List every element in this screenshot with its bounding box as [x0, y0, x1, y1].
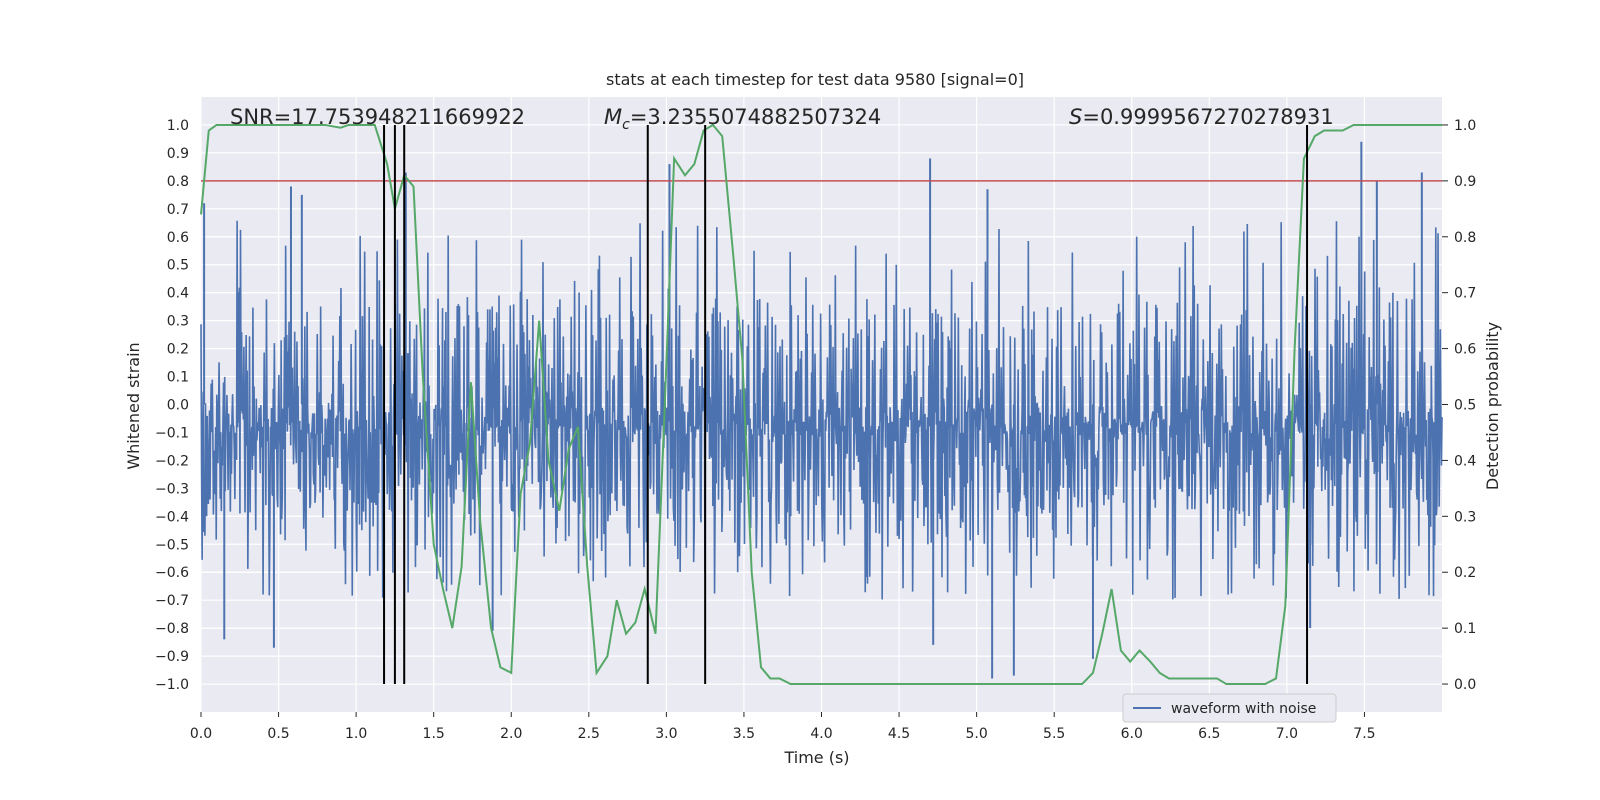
waveform-line: [200, 220, 1443, 600]
y2-tick-label: 0.6: [1454, 342, 1476, 358]
y-tick-label: 0.4: [167, 286, 189, 302]
chirp-mass-annotation: Mc=3.2355074882507324: [604, 105, 881, 133]
x-tick-label: 3.0: [655, 726, 677, 742]
x-tick-label: 7.0: [1276, 726, 1298, 742]
x-tick-label: 0.0: [190, 726, 212, 742]
x-tick-label: 3.5: [733, 726, 755, 742]
x-tick-label: 5.5: [1043, 726, 1065, 742]
y-tick-label: 0.3: [167, 314, 189, 330]
y2-tick-label: 0.5: [1454, 398, 1476, 414]
y-tick-label: −0.8: [155, 621, 189, 637]
y-tick-label: −0.4: [155, 509, 189, 525]
x-axis-label: Time (s): [783, 748, 849, 767]
y2-tick-label: 0.0: [1454, 677, 1476, 693]
y-tick-label: −0.5: [155, 537, 189, 553]
y-axis-right-ticks: 1.0 0.9 0.8 0.7 0.6 0.5 0.4 0.3 0.2 0.1 0.0: [1442, 118, 1476, 693]
y2-axis-label: Detection probability: [1483, 322, 1502, 490]
y-tick-label: 0.2: [167, 342, 189, 358]
y-tick-label: −0.6: [155, 565, 189, 581]
y-tick-label: 0.8: [167, 174, 189, 190]
x-tick-label: 2.5: [578, 726, 600, 742]
x-tick-label: 4.5: [888, 726, 910, 742]
y-tick-label: 1.0: [167, 118, 189, 134]
snr-annotation: SNR=17.753948211669922: [230, 105, 525, 129]
x-tick-label: 6.5: [1198, 726, 1220, 742]
waveform-series: [200, 141, 1443, 679]
y-tick-label: −0.3: [155, 481, 189, 497]
x-tick-label: 4.0: [810, 726, 832, 742]
y2-tick-label: 0.8: [1454, 230, 1476, 246]
y-tick-label: 0.0: [167, 398, 189, 414]
x-tick-label: 7.5: [1353, 726, 1375, 742]
x-tick-label: 2.0: [500, 726, 522, 742]
x-tick-label: 0.5: [267, 726, 289, 742]
y2-tick-label: 1.0: [1454, 118, 1476, 134]
y-tick-label: 0.9: [167, 146, 189, 162]
y2-tick-label: 0.7: [1454, 286, 1476, 302]
y-tick-label: 0.5: [167, 258, 189, 274]
y-tick-label: −0.1: [155, 425, 189, 441]
y-axis-label: Whitened strain: [124, 342, 143, 469]
y-tick-label: 0.1: [167, 370, 189, 386]
y2-tick-label: 0.3: [1454, 509, 1476, 525]
spin-annotation: S=0.9999567270278931: [1069, 105, 1334, 129]
x-tick-label: 1.5: [423, 726, 445, 742]
x-tick-label: 6.0: [1121, 726, 1143, 742]
legend-label: waveform with noise: [1171, 701, 1316, 717]
legend-box: [1122, 693, 1337, 723]
y2-tick-label: 0.4: [1454, 453, 1476, 469]
x-tick-label: 5.0: [965, 726, 987, 742]
x-tick-label: 1.0: [345, 726, 367, 742]
chart-title: stats at each timestep for test data 958…: [606, 70, 1024, 89]
y-tick-label: 0.6: [167, 230, 189, 246]
y2-tick-label: 0.9: [1454, 174, 1476, 190]
y-tick-label: −0.7: [155, 593, 189, 609]
detection-probability-line: [200, 123, 1442, 686]
detection-probability-series: [200, 123, 1442, 686]
y-tick-label: −0.2: [155, 453, 189, 469]
y2-tick-label: 0.1: [1454, 621, 1476, 637]
y2-tick-label: 0.2: [1454, 565, 1476, 581]
y-tick-label: −0.9: [155, 649, 189, 665]
event-markers: [383, 124, 1309, 685]
y-tick-label: −1.0: [155, 677, 189, 693]
legend: waveform with noise: [1122, 693, 1337, 723]
y-tick-label: 0.7: [167, 202, 189, 218]
y-axis-left-ticks: 1.0 0.9 0.8 0.7 0.6 0.5 0.4 0.3 0.2 0.1 0.0 −0.1 −0.…: [155, 118, 189, 693]
